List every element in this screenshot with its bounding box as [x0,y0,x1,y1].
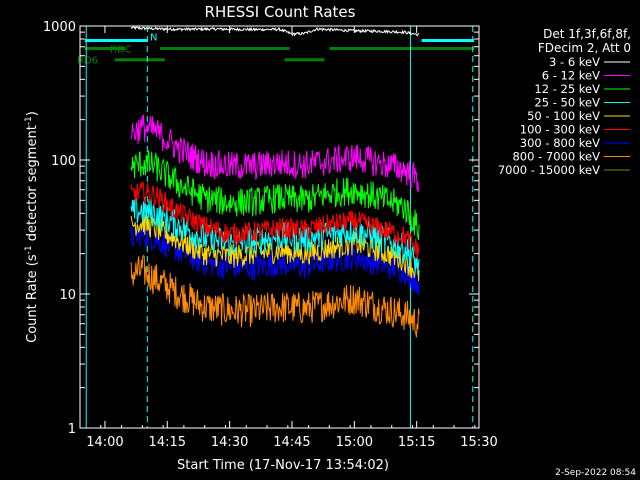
status-bar-label: RD6 [77,56,98,67]
x-tick-label: 15:00 [336,435,373,450]
status-bar-label: RDC [110,44,132,55]
chart-title: RHESSI Count Rates [205,3,356,21]
timestamp: 2-Sep-2022 08:54 [555,468,636,478]
legend-label: 25 - 50 keV [534,96,600,110]
series-line [130,114,420,193]
x-tick-label: 15:30 [460,435,497,450]
legend: Det 1f,3f,6f,8f, FDecim 2, Att 0 3 - 6 k… [498,27,631,177]
y-tick-label: 1000 [43,20,76,35]
y-tick-label: 10 [59,288,76,303]
plot-area: N RDC RD6 [77,25,475,428]
x-tick-label: 14:15 [149,435,186,450]
legend-label: 800 - 7000 keV [512,150,600,164]
legend-label: 3 - 6 keV [549,55,600,69]
series-line [130,254,420,338]
legend-label: 100 - 300 keV [520,123,600,137]
plot-frame [79,25,480,429]
x-tick-label: 14:00 [86,435,123,450]
x-tick-label: 14:45 [273,435,310,450]
status-bar-label: N [150,32,157,43]
y-tick-label: 1 [68,422,76,437]
x-axis: 14:00 14:15 14:30 14:45 15:00 15:15 15:30 [79,26,498,450]
y-axis: 1 10 100 1000 [43,20,479,437]
legend-label: 50 - 100 keV [527,109,600,123]
series-line [130,25,420,37]
series-line [130,150,420,241]
x-axis-label: Start Time (17-Nov-17 13:54:02) [177,458,389,473]
series-line [130,181,420,259]
legend-header-line: Det 1f,3f,6f,8f, [543,27,631,41]
x-tick-label: 14:30 [211,435,248,450]
y-axis-label: Count Rate (s-1 detector segment-1) [24,111,40,343]
y-tick-label: 100 [51,154,76,169]
legend-label: 7000 - 15000 keV [498,163,600,177]
legend-label: 6 - 12 keV [542,69,600,83]
legend-header-line: FDecim 2, Att 0 [538,41,631,55]
x-tick-label: 15:15 [398,435,435,450]
legend-label: 12 - 25 keV [534,82,600,96]
legend-label: 300 - 800 keV [520,136,600,150]
